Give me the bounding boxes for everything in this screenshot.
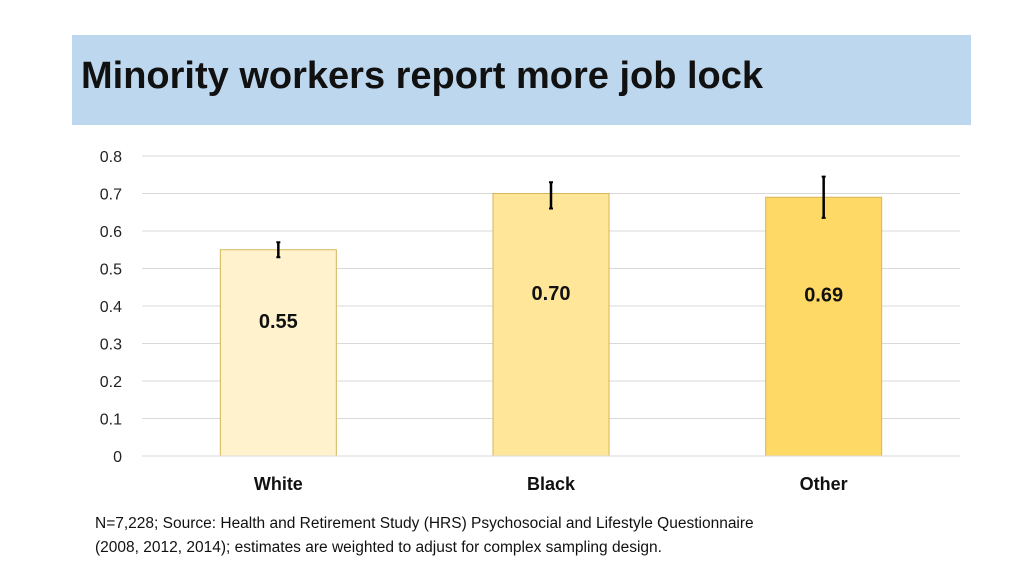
x-category-label: White: [254, 474, 303, 494]
data-label: 0.55: [259, 311, 298, 333]
y-tick-label: 0.2: [100, 374, 122, 391]
y-tick-label: 0.7: [100, 187, 122, 204]
footnote-line-2: (2008, 2012, 2014); estimates are weight…: [95, 539, 662, 556]
bar-white: [219, 249, 337, 457]
y-tick-label: 0.1: [100, 412, 122, 429]
x-category-label: Black: [527, 474, 576, 494]
y-tick-label: 0.3: [100, 337, 122, 354]
y-tick-label: 0.4: [100, 299, 122, 316]
bar-other: [765, 196, 883, 457]
data-label: 0.69: [804, 285, 843, 307]
y-tick-label: 0: [113, 449, 122, 466]
y-tick-label: 0.6: [100, 224, 122, 241]
bar-black: [492, 193, 610, 457]
y-tick-label: 0.5: [100, 262, 122, 279]
footnote: N=7,228; Source: Health and Retirement S…: [95, 512, 975, 560]
footnote-line-1: N=7,228; Source: Health and Retirement S…: [95, 515, 754, 532]
title-banner: Minority workers report more job lock: [72, 35, 971, 125]
bar-chart: 0 0.1 0.2 0.3 0.4 0.5 0.6 0.7 0.8 0.55 White 0.70 Bl…: [100, 149, 960, 494]
x-category-label: Other: [800, 474, 848, 494]
data-label: 0.70: [532, 283, 571, 305]
page-title: Minority workers report more job lock: [81, 55, 764, 97]
y-tick-label: 0.8: [100, 149, 122, 166]
